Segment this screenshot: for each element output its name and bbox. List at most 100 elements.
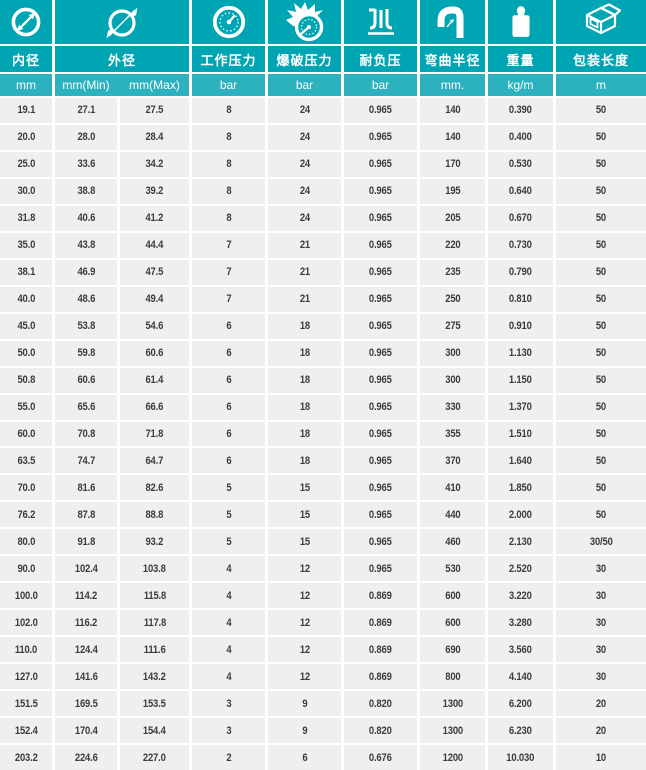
table-cell: 24 bbox=[268, 205, 341, 231]
table-cell-value: 12 bbox=[299, 562, 310, 575]
table-cell-value: 18 bbox=[299, 374, 310, 387]
table-cell-value: 50.8 bbox=[17, 374, 35, 387]
table-cell-value: 82.6 bbox=[145, 481, 164, 494]
table-cell-value: 19.1 bbox=[17, 104, 35, 117]
table-cell-value: 690 bbox=[444, 643, 461, 656]
unit-label: bar bbox=[268, 74, 341, 96]
column-label-text: 内径 bbox=[11, 52, 40, 68]
table-cell: 800 bbox=[420, 664, 485, 690]
table-cell-value: 153.5 bbox=[143, 697, 166, 710]
table-cell-value: 15 bbox=[299, 481, 310, 494]
unit-label: m bbox=[556, 74, 646, 96]
table-cell-value: 28.0 bbox=[77, 131, 95, 144]
table-cell: 0.676 bbox=[344, 745, 417, 770]
table-cell-value: 20 bbox=[595, 724, 607, 737]
table-cell-value: 1300 bbox=[442, 697, 463, 710]
table-cell-value: 50 bbox=[595, 347, 607, 360]
table-cell: 0.965 bbox=[344, 421, 417, 447]
table-cell: 2.520 bbox=[488, 556, 553, 582]
unit-label-text: bar bbox=[219, 78, 238, 92]
table-cell: 0.390 bbox=[488, 98, 553, 123]
table-cell-value: 53.8 bbox=[77, 320, 95, 333]
table-cell: 50 bbox=[556, 313, 646, 339]
table-cell-value: 0.640 bbox=[509, 185, 532, 198]
table-cell-value: 1.640 bbox=[509, 454, 532, 467]
table-cell-value: 0.965 bbox=[369, 158, 392, 171]
table-cell: 41.2 bbox=[120, 205, 189, 231]
table-cell-value: 460 bbox=[444, 535, 461, 548]
unit-label: bar bbox=[344, 74, 417, 96]
table-cell-value: 3.280 bbox=[509, 616, 532, 629]
table-cell-value: 114.2 bbox=[74, 589, 98, 602]
table-cell-value: 3 bbox=[225, 724, 232, 737]
table-cell-value: 6.230 bbox=[509, 724, 532, 737]
table-cell: 195 bbox=[420, 178, 485, 204]
table-cell-value: 170 bbox=[444, 158, 461, 171]
table-cell-value: 115.8 bbox=[143, 589, 166, 602]
table-cell: 21 bbox=[268, 232, 341, 258]
unit-label-text: bar bbox=[295, 78, 314, 92]
table-cell: 0.965 bbox=[344, 259, 417, 285]
table-cell: 60.6 bbox=[120, 340, 189, 366]
table-cell: 60.6 bbox=[55, 367, 117, 393]
bend-radius-icon bbox=[437, 6, 463, 38]
table-cell: 330 bbox=[420, 394, 485, 420]
table-cell: 18 bbox=[268, 367, 341, 393]
table-cell-value: 27.5 bbox=[145, 104, 164, 117]
table-cell-value: 0.730 bbox=[509, 239, 532, 252]
table-cell: 6.200 bbox=[488, 691, 553, 717]
table-cell: 0.820 bbox=[344, 718, 417, 744]
column-label-text: 外径 bbox=[107, 52, 136, 68]
table-cell: 12 bbox=[268, 610, 341, 636]
table-cell: 0.965 bbox=[344, 124, 417, 150]
table-cell: 30 bbox=[556, 664, 646, 690]
table-cell-value: 38.1 bbox=[17, 266, 35, 279]
table-cell: 21 bbox=[268, 286, 341, 312]
table-cell: 18 bbox=[268, 421, 341, 447]
table-cell-value: 12 bbox=[299, 589, 310, 602]
table-cell-value: 20.0 bbox=[17, 131, 35, 144]
table-cell: 7 bbox=[192, 259, 265, 285]
table-cell: 9 bbox=[268, 718, 341, 744]
table-cell: 24 bbox=[268, 178, 341, 204]
table-cell-value: 20 bbox=[595, 697, 607, 710]
table-cell: 0.965 bbox=[344, 232, 417, 258]
table-cell: 0.965 bbox=[344, 98, 417, 123]
unit-label: kg/m bbox=[488, 74, 553, 96]
table-cell-value: 49.4 bbox=[145, 293, 164, 306]
table-cell: 300 bbox=[420, 340, 485, 366]
table-cell-value: 6 bbox=[225, 320, 232, 333]
table-cell: 0.530 bbox=[488, 151, 553, 177]
table-cell-value: 21 bbox=[299, 266, 310, 279]
table-cell-value: 250 bbox=[444, 293, 461, 306]
table-cell-value: 0.965 bbox=[369, 104, 392, 117]
table-cell: 6 bbox=[192, 394, 265, 420]
table-cell-value: 0.910 bbox=[509, 320, 532, 333]
table-cell: 12 bbox=[268, 583, 341, 609]
table-cell-value: 1200 bbox=[442, 751, 463, 764]
table-cell-value: 40.6 bbox=[77, 212, 95, 225]
table-cell-value: 18 bbox=[299, 427, 310, 440]
table-cell: 151.5 bbox=[0, 691, 52, 717]
table-cell: 6 bbox=[192, 448, 265, 474]
table-cell-value: 28.4 bbox=[145, 131, 164, 144]
table-cell-value: 355 bbox=[444, 427, 461, 440]
table-cell: 600 bbox=[420, 610, 485, 636]
table-cell-value: 0.965 bbox=[369, 212, 392, 225]
table-cell: 40.0 bbox=[0, 286, 52, 312]
weight-icon bbox=[511, 6, 530, 37]
table-cell-value: 0.965 bbox=[369, 374, 392, 387]
table-cell: 8 bbox=[192, 124, 265, 150]
table-cell-value: 33.6 bbox=[77, 158, 95, 171]
table-cell-value: 8 bbox=[225, 185, 232, 198]
table-cell: 0.965 bbox=[344, 502, 417, 528]
column-label: 重量 bbox=[488, 46, 553, 72]
table-cell-value: 330 bbox=[444, 401, 461, 414]
table-cell-value: 4 bbox=[225, 616, 232, 629]
table-cell-value: 87.8 bbox=[77, 508, 95, 521]
column-label: 耐负压 bbox=[344, 46, 417, 72]
table-cell: 300 bbox=[420, 367, 485, 393]
table-cell: 30/50 bbox=[556, 529, 646, 555]
table-cell-value: 71.8 bbox=[145, 427, 164, 440]
